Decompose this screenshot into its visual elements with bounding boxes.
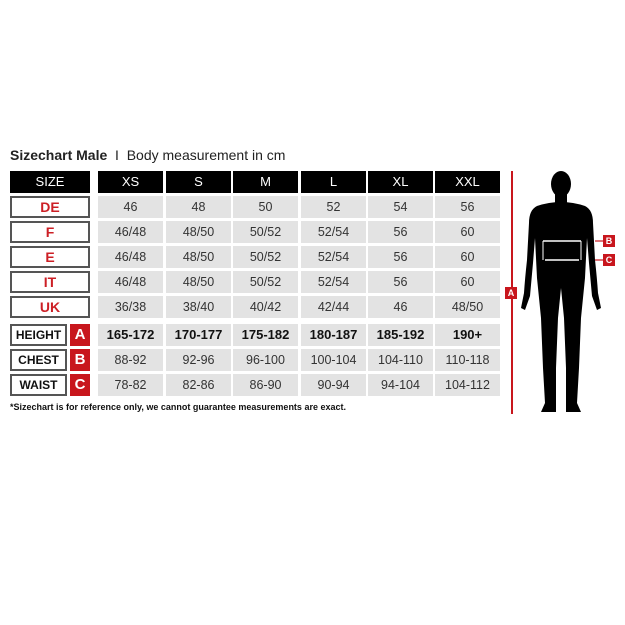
measurement-label: CHEST <box>10 349 67 371</box>
footnote: *Sizechart is for reference only, we can… <box>10 402 346 412</box>
size-cell: 46 <box>98 196 163 218</box>
size-cell: 48 <box>166 196 231 218</box>
size-cell: 38/40 <box>166 296 231 318</box>
size-cell: 48/50 <box>166 246 231 268</box>
measurement-cell: 94-104 <box>368 374 433 396</box>
measurement-cell: 86-90 <box>233 374 298 396</box>
chest-marker: B <box>603 235 615 247</box>
size-header: SIZE <box>10 171 90 193</box>
size-cell: 60 <box>435 271 500 293</box>
region-label: DE <box>10 196 90 218</box>
size-column-header: XL <box>368 171 433 193</box>
size-cell: 50/52 <box>233 221 298 243</box>
measurement-cell: 100-104 <box>301 349 366 371</box>
measurement-cell: 190+ <box>435 324 500 346</box>
page-title: Sizechart Male I Body measurement in cm <box>10 147 285 163</box>
title-bold: Sizechart Male <box>10 147 108 163</box>
size-cell: 56 <box>368 221 433 243</box>
region-label: UK <box>10 296 90 318</box>
body-silhouette-icon <box>521 171 603 412</box>
size-cell: 46 <box>368 296 433 318</box>
height-marker: A <box>505 287 517 299</box>
size-cell: 46/48 <box>98 221 163 243</box>
size-cell: 36/38 <box>98 296 163 318</box>
measurement-cell: 90-94 <box>301 374 366 396</box>
measurement-letter-badge: C <box>70 374 90 396</box>
measurement-cell: 175-182 <box>233 324 298 346</box>
size-cell: 60 <box>435 246 500 268</box>
measurement-cell: 82-86 <box>166 374 231 396</box>
size-cell: 40/42 <box>233 296 298 318</box>
size-cell: 52/54 <box>301 271 366 293</box>
size-cell: 54 <box>368 196 433 218</box>
size-cell: 60 <box>435 221 500 243</box>
size-cell: 46/48 <box>98 246 163 268</box>
size-cell: 48/50 <box>166 271 231 293</box>
size-cell: 52/54 <box>301 221 366 243</box>
size-cell: 52/54 <box>301 246 366 268</box>
title-subtitle: Body measurement in cm <box>126 147 286 163</box>
measurement-cell: 185-192 <box>368 324 433 346</box>
size-column-header: S <box>166 171 231 193</box>
measurement-cell: 78-82 <box>98 374 163 396</box>
measurement-cell: 104-110 <box>368 349 433 371</box>
size-column-header: XXL <box>435 171 500 193</box>
measurement-cell: 170-177 <box>166 324 231 346</box>
region-label: F <box>10 221 90 243</box>
size-column-header: M <box>233 171 298 193</box>
region-label: IT <box>10 271 90 293</box>
size-cell: 56 <box>368 246 433 268</box>
title-separator: I <box>115 147 119 163</box>
measurement-label: WAIST <box>10 374 67 396</box>
size-cell: 52 <box>301 196 366 218</box>
measurement-cell: 92-96 <box>166 349 231 371</box>
size-column-header: XS <box>98 171 163 193</box>
size-cell: 50/52 <box>233 246 298 268</box>
size-cell: 48/50 <box>166 221 231 243</box>
size-cell: 50/52 <box>233 271 298 293</box>
waist-marker: C <box>603 254 615 266</box>
size-cell: 56 <box>435 196 500 218</box>
measurement-cell: 165-172 <box>98 324 163 346</box>
size-cell: 56 <box>368 271 433 293</box>
measurement-letter-badge: B <box>70 349 90 371</box>
size-cell: 46/48 <box>98 271 163 293</box>
measurement-label: HEIGHT <box>10 324 67 346</box>
measurement-cell: 180-187 <box>301 324 366 346</box>
size-cell: 50 <box>233 196 298 218</box>
measurement-letter-badge: A <box>70 324 90 346</box>
size-column-header: L <box>301 171 366 193</box>
size-cell: 42/44 <box>301 296 366 318</box>
measurement-cell: 104-112 <box>435 374 500 396</box>
region-label: E <box>10 246 90 268</box>
measurement-cell: 88-92 <box>98 349 163 371</box>
measurement-cell: 110-118 <box>435 349 500 371</box>
measurement-cell: 96-100 <box>233 349 298 371</box>
size-cell: 48/50 <box>435 296 500 318</box>
